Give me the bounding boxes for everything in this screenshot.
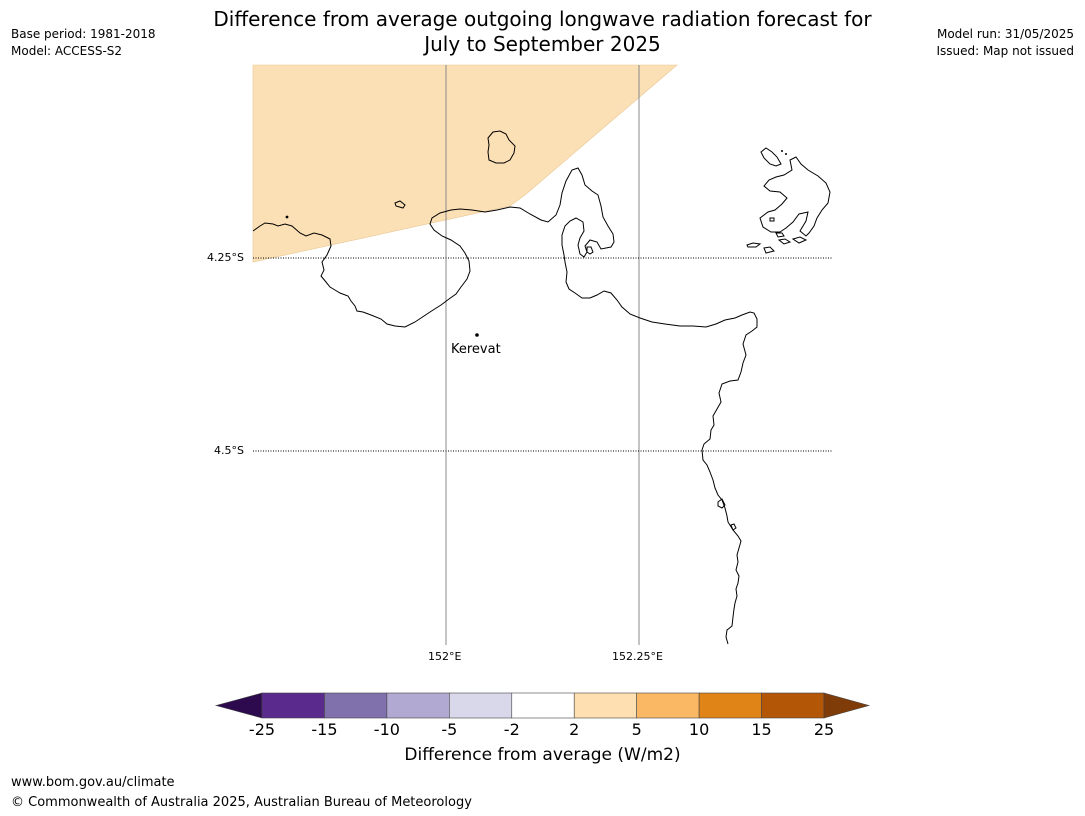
title-line-1: Difference from average outgoing longwav… xyxy=(213,7,872,31)
model-run-label: Model run: 31/05/2025 xyxy=(936,27,1074,41)
colorbar-extend-low xyxy=(214,692,263,719)
colorbar-tick-label: 5 xyxy=(631,720,642,739)
title-line-2: July to September 2025 xyxy=(424,32,661,56)
colorbar-tick-label: -15 xyxy=(311,720,338,739)
colorbar-tick-label: -2 xyxy=(503,720,520,739)
base-period-label: Base period: 1981-2018 xyxy=(11,27,156,41)
colorbar-tick-label: 25 xyxy=(813,720,835,739)
anomaly-region-2-to-5 xyxy=(252,64,678,263)
lon-label-152E: 152°E xyxy=(428,650,462,663)
colorbar-segment xyxy=(761,692,825,719)
islet-dot xyxy=(285,215,289,219)
lat-label-4.25S: 4.25°S xyxy=(207,251,244,264)
colorbar-tick-label: -5 xyxy=(441,720,458,739)
colorbar-label: Difference from average (W/m2) xyxy=(404,745,681,765)
colorbar-extend-high xyxy=(823,692,871,719)
colorbar-tick-label: -10 xyxy=(373,720,400,739)
islet-dot xyxy=(781,150,783,152)
kerevat-label: Kerevat xyxy=(451,342,501,357)
islet-dot xyxy=(785,153,787,155)
colorbar-segment xyxy=(636,692,700,719)
colorbar-segment xyxy=(261,692,325,719)
colorbar-segment xyxy=(511,692,575,719)
footer-copyright: © Commonwealth of Australia 2025, Austra… xyxy=(11,795,472,810)
colorbar-segment xyxy=(386,692,450,719)
model-label: Model: ACCESS-S2 xyxy=(11,44,123,58)
colorbar-tick-label: 2 xyxy=(569,720,580,739)
colorbar-segment xyxy=(324,692,388,719)
map-title: Difference from average outgoing longwav… xyxy=(0,7,1085,57)
colorbar-segment xyxy=(573,692,637,719)
colorbar-segment xyxy=(449,692,513,719)
coastline xyxy=(252,130,831,645)
lat-label-4.5S: 4.5°S xyxy=(214,444,244,457)
lon-label-152.25E: 152.25°E xyxy=(612,650,663,663)
colorbar-tick-label: 10 xyxy=(688,720,710,739)
colorbar-tick-label: -25 xyxy=(248,720,276,739)
footer-url: www.bom.gov.au/climate xyxy=(11,775,175,790)
colorbar-tick-label: 15 xyxy=(751,720,772,739)
colorbar-segment xyxy=(698,692,762,719)
kerevat-marker xyxy=(475,333,479,337)
issued-label: Issued: Map not issued xyxy=(936,44,1074,58)
colorbar xyxy=(214,692,871,719)
